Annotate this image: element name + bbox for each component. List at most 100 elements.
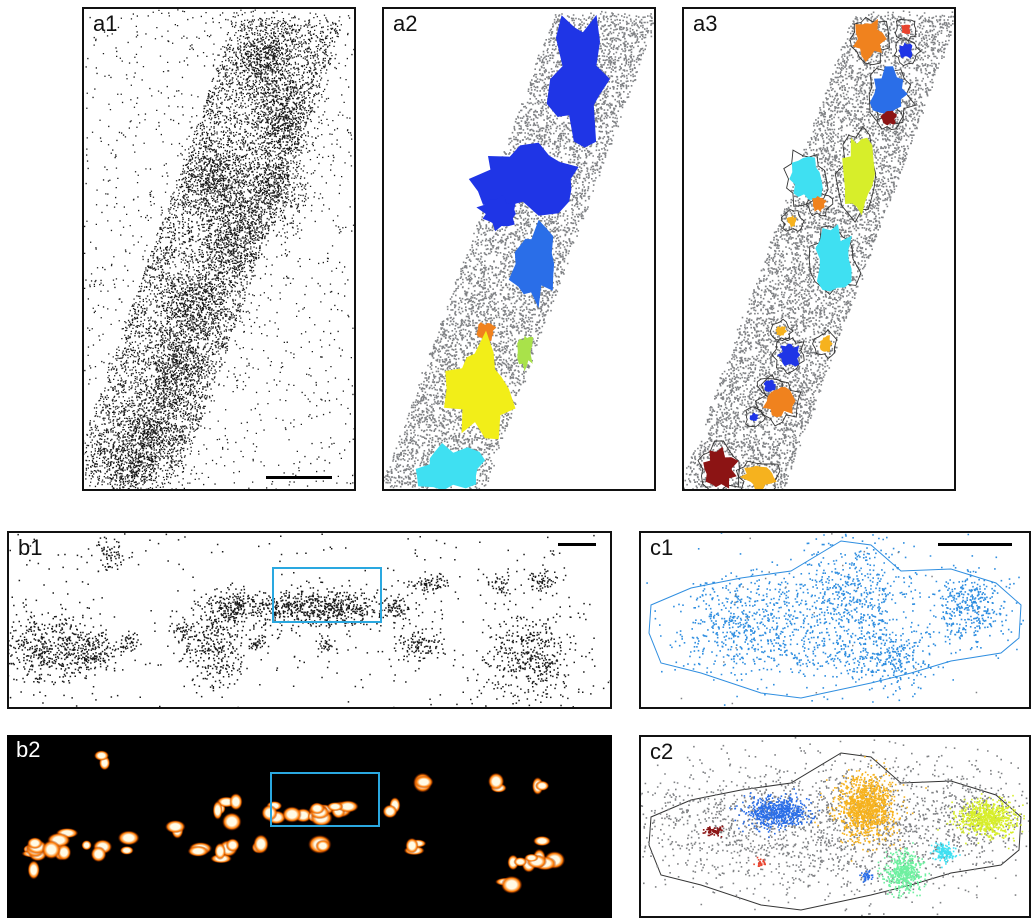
cluster-map-a3 bbox=[684, 10, 954, 489]
localization-points bbox=[9, 533, 610, 707]
localization-points bbox=[646, 533, 1024, 706]
density-spot bbox=[513, 857, 528, 867]
cluster-13 bbox=[777, 343, 801, 367]
density-spot bbox=[117, 830, 140, 846]
cluster-10 bbox=[815, 224, 852, 292]
panel-a1: a1 bbox=[82, 7, 356, 491]
density-spot bbox=[27, 837, 43, 850]
scatter-b1 bbox=[9, 533, 610, 707]
scatter-c1 bbox=[646, 533, 1024, 706]
cluster-1 bbox=[546, 14, 610, 148]
scale-bar-c1 bbox=[938, 543, 1012, 546]
density-spot bbox=[535, 780, 550, 791]
density-spot bbox=[212, 800, 223, 820]
cluster-7-points bbox=[877, 842, 931, 899]
cluster-7 bbox=[444, 330, 516, 440]
cluster-outline-13 bbox=[771, 337, 805, 375]
density-spot bbox=[500, 875, 523, 894]
density-spot bbox=[282, 806, 302, 823]
density-spot bbox=[326, 802, 344, 812]
highlight-box bbox=[270, 772, 380, 827]
cluster-3-points bbox=[753, 856, 766, 867]
cluster-outline-8 bbox=[805, 190, 834, 217]
cluster-16 bbox=[749, 412, 759, 422]
panel-label-b2: b2 bbox=[16, 737, 41, 762]
panel-label-c1: c1 bbox=[650, 535, 674, 560]
cluster-9 bbox=[786, 215, 797, 228]
cluster-5-points bbox=[937, 793, 1025, 850]
density-spot bbox=[414, 775, 434, 789]
panel-label-a3: a3 bbox=[693, 11, 718, 36]
density-spot bbox=[187, 845, 209, 857]
panel-label-a2: a2 bbox=[393, 11, 418, 36]
cluster-6 bbox=[842, 137, 875, 216]
density-map-b2 bbox=[21, 750, 566, 894]
cluster-14 bbox=[763, 379, 776, 392]
cluster-2-points bbox=[729, 788, 822, 839]
cluster-4-points bbox=[814, 756, 927, 862]
density-spot bbox=[27, 860, 40, 880]
cluster-outline-12 bbox=[812, 328, 838, 360]
panel-a3: a3 bbox=[682, 7, 956, 491]
cluster-6-points bbox=[929, 841, 961, 869]
density-spot bbox=[214, 842, 226, 860]
density-spot bbox=[261, 804, 278, 822]
cluster-4 bbox=[508, 220, 555, 309]
panel-b2: b2 bbox=[7, 735, 612, 918]
cluster-map-c2 bbox=[641, 737, 1029, 916]
cluster-2 bbox=[468, 142, 579, 216]
cluster-outline-4 bbox=[868, 67, 917, 125]
density-spot bbox=[222, 812, 242, 831]
cluster-17 bbox=[703, 446, 739, 489]
background-points bbox=[641, 737, 1029, 916]
panel-label-b1: b1 bbox=[18, 535, 43, 560]
density-spot bbox=[524, 853, 539, 862]
cluster-5 bbox=[880, 110, 897, 126]
density-spot bbox=[229, 793, 243, 811]
density-spot bbox=[165, 820, 186, 834]
panel-c1: c1 bbox=[639, 531, 1031, 709]
density-spot bbox=[336, 800, 359, 813]
density-spot bbox=[315, 839, 331, 853]
density-spot bbox=[488, 772, 505, 791]
density-spot bbox=[309, 802, 325, 815]
cluster-outline-2 bbox=[893, 39, 922, 67]
panel-a2: a2 bbox=[382, 7, 656, 491]
cluster-12 bbox=[819, 335, 833, 353]
cluster-outline-15 bbox=[754, 378, 802, 427]
cluster-2 bbox=[898, 42, 913, 59]
cluster-outline-9 bbox=[781, 208, 805, 232]
cluster-outline-6 bbox=[834, 125, 877, 224]
scale-bar-b1 bbox=[558, 543, 596, 546]
density-spot bbox=[41, 840, 61, 860]
cluster-1 bbox=[852, 18, 887, 62]
cluster-1-points bbox=[702, 825, 724, 838]
scatter-a1 bbox=[84, 9, 354, 489]
cluster-outline bbox=[648, 540, 1022, 699]
cluster-outline bbox=[648, 752, 1022, 911]
cluster-outline-11 bbox=[770, 318, 794, 341]
cluster-7 bbox=[789, 156, 823, 200]
cluster-15 bbox=[762, 387, 796, 418]
cluster-outline-18 bbox=[735, 460, 781, 489]
cluster-8 bbox=[812, 195, 827, 212]
cluster-8-points bbox=[859, 870, 874, 883]
scale-bar-a1 bbox=[266, 476, 332, 479]
density-spot bbox=[94, 750, 109, 761]
cluster-11 bbox=[775, 326, 788, 337]
localization-points bbox=[84, 9, 354, 489]
density-spot bbox=[119, 846, 134, 855]
cluster-8 bbox=[415, 443, 486, 489]
panel-label-c2: c2 bbox=[650, 739, 674, 764]
density-spot bbox=[81, 840, 92, 851]
cluster-3 bbox=[476, 194, 516, 232]
panel-label-a1: a1 bbox=[93, 11, 118, 36]
highlight-box bbox=[272, 567, 382, 623]
cluster-6 bbox=[517, 335, 534, 372]
density-spot bbox=[90, 846, 107, 863]
density-spot bbox=[533, 835, 551, 847]
density-spot bbox=[253, 834, 269, 854]
cluster-outline-16 bbox=[745, 406, 766, 428]
density-spot bbox=[382, 804, 398, 819]
cluster-outline-3 bbox=[894, 19, 917, 43]
